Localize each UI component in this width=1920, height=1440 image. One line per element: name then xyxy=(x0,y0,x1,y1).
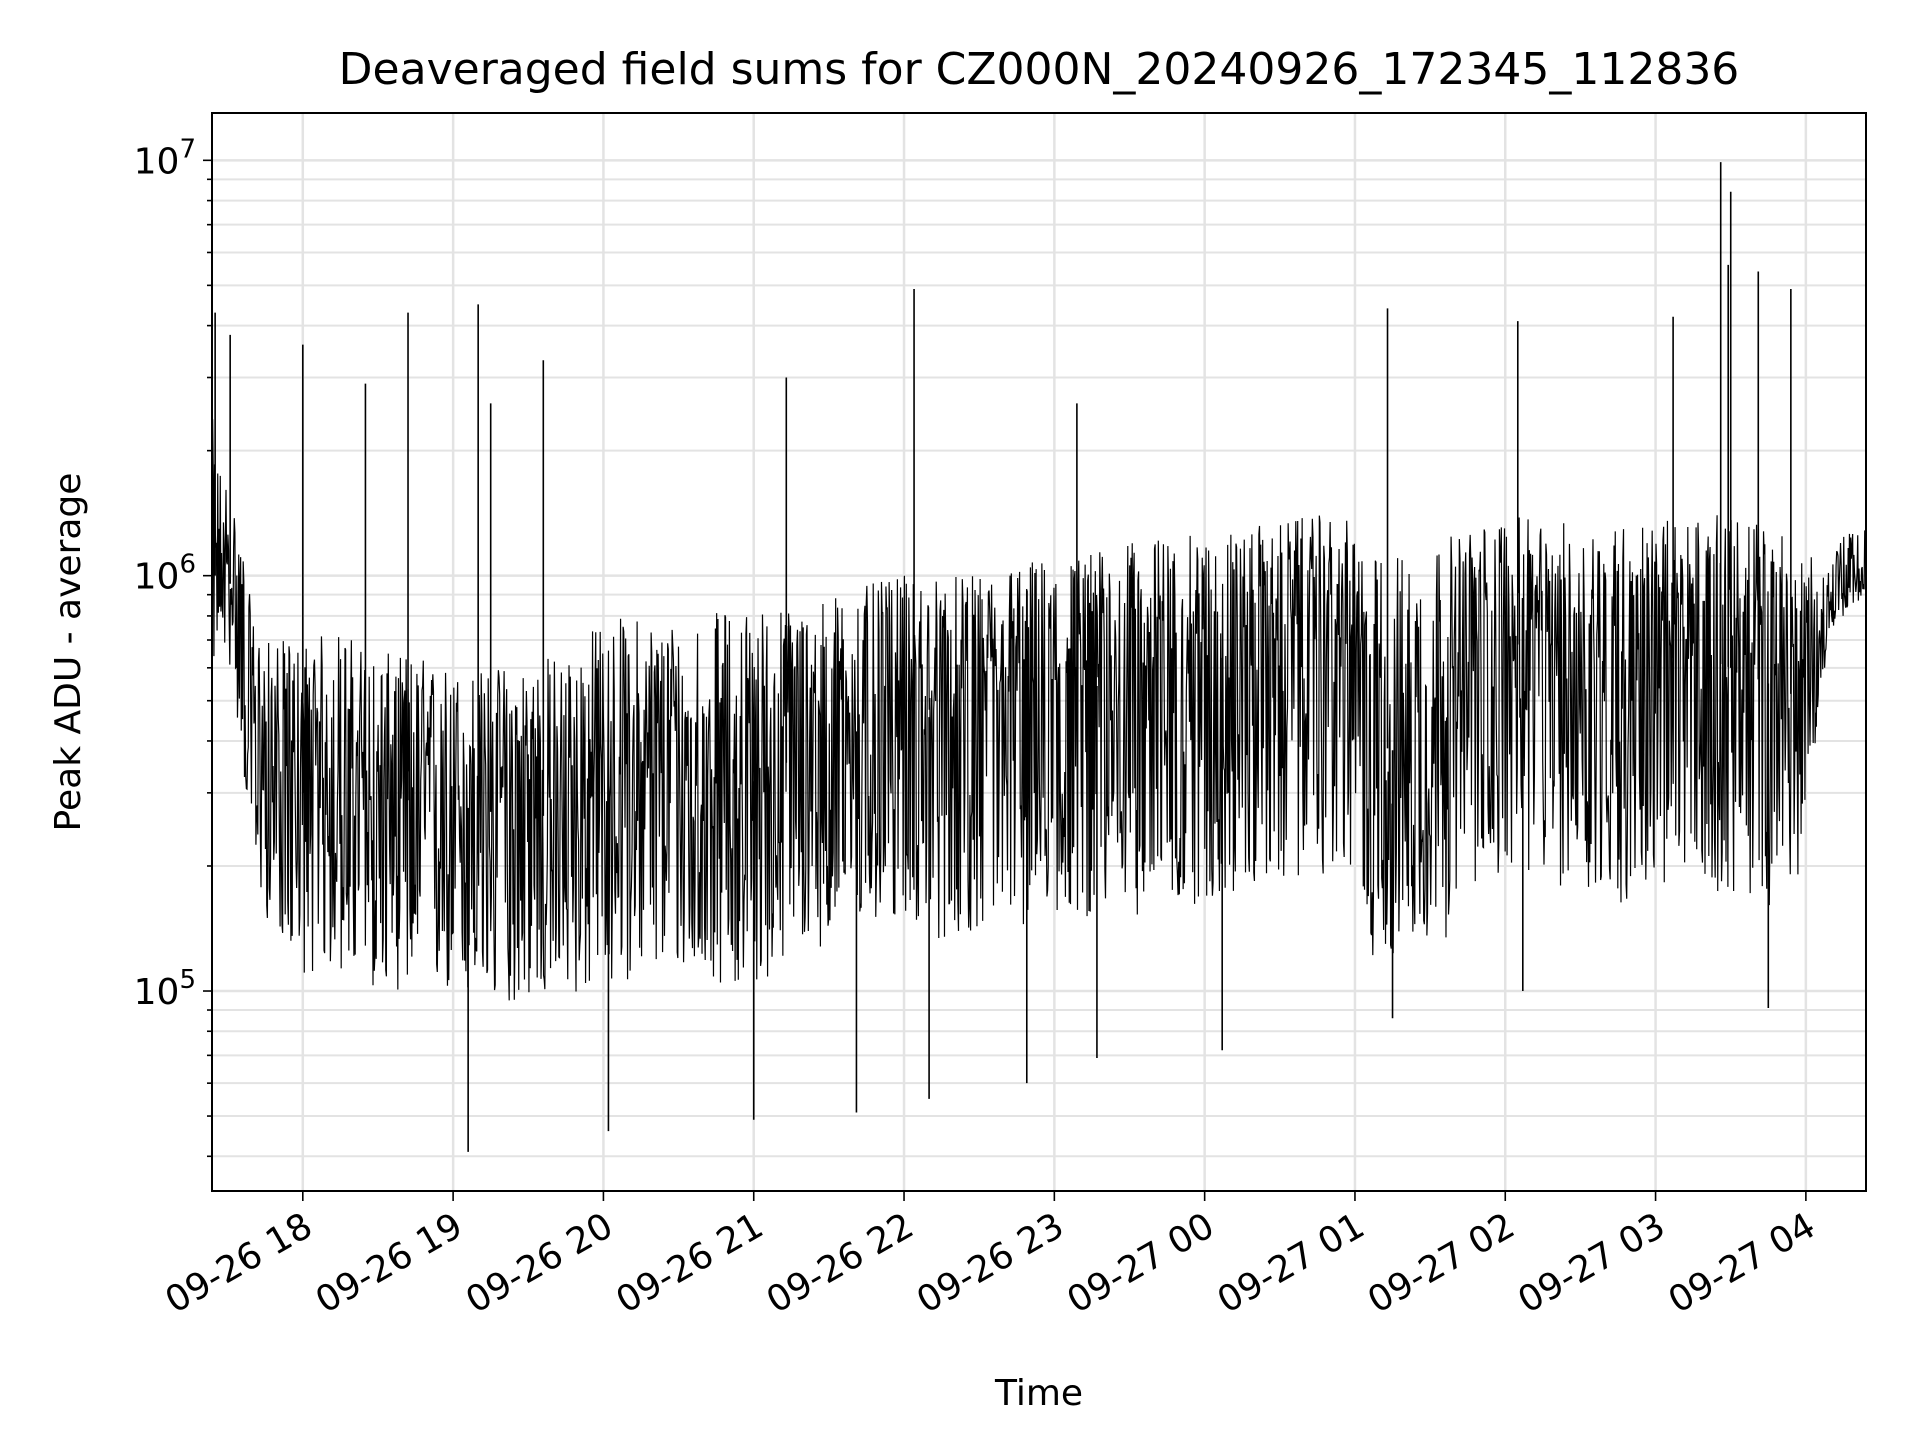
y-tick-label: 106 xyxy=(134,550,196,598)
y-tick-label: 107 xyxy=(134,134,196,182)
y-tick-label: 105 xyxy=(134,965,196,1013)
y-axis: 105 106 107 xyxy=(134,134,212,1158)
plot-area xyxy=(212,162,1866,1152)
chart-title: Deaveraged field sums for CZ000N_2024092… xyxy=(339,44,1740,95)
series-line xyxy=(212,419,1866,1001)
plot-frame xyxy=(211,112,1867,1192)
x-axis-label: Time xyxy=(994,1373,1083,1414)
y-axis-label: Peak ADU - average xyxy=(48,473,89,832)
